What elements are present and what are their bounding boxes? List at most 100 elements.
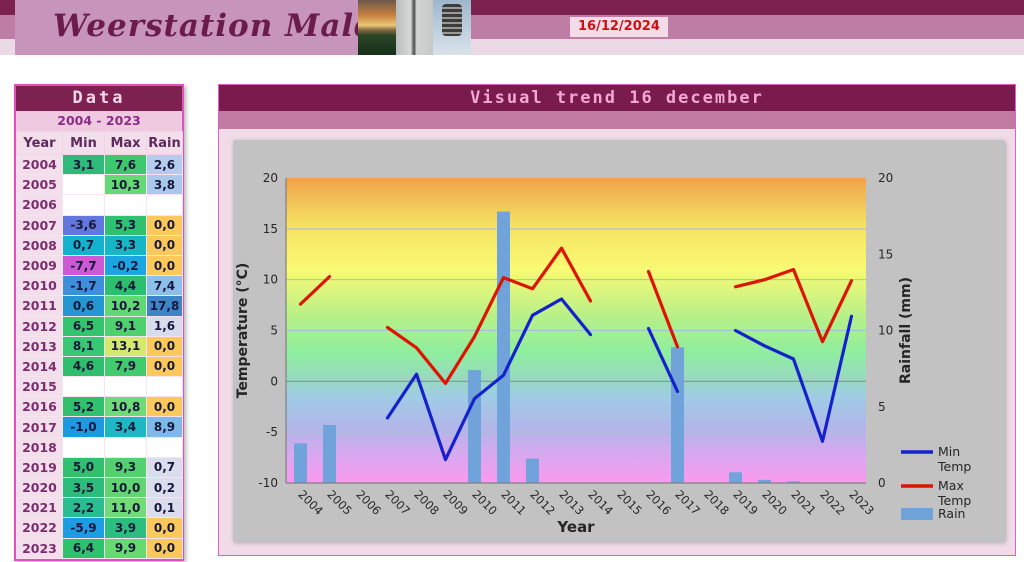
year-cell: 2022 [16, 517, 63, 539]
header-left-stripe [0, 0, 15, 55]
x-tick-label: 2009 [440, 487, 471, 518]
min-temp-cell: 3,5 [62, 476, 105, 499]
legend-swatch [901, 508, 933, 520]
x-tick-label: 2019 [730, 487, 761, 518]
legend-label: Max [938, 478, 964, 493]
left-tick-label: 15 [263, 222, 278, 236]
min-temp-cell: 8,1 [62, 335, 105, 357]
year-cell: 2013 [16, 335, 63, 357]
header-bands: 16/12/2024 [471, 0, 1024, 55]
table-row: 2010 -1,7 4,4 7,4 [16, 275, 183, 297]
max-temp-cell: 3,3 [104, 234, 147, 256]
max-temp-cell: 10,0 [104, 476, 147, 499]
min-temp-line [385, 297, 854, 462]
min-temp-cell: 0,7 [62, 234, 105, 256]
year-cell: 2010 [16, 275, 63, 297]
table-row: 2007 -3,6 5,3 0,0 [16, 214, 183, 236]
rain-cell: 3,8 [146, 174, 183, 196]
min-temp-cell: 2,2 [62, 497, 105, 519]
table-row: 2005 10,3 3,8 [16, 174, 183, 196]
x-tick-label: 2006 [353, 487, 384, 518]
rain-cell: 0,0 [146, 537, 183, 559]
min-temp-cell: -7,7 [62, 254, 105, 277]
left-tick-label: 10 [263, 273, 278, 287]
year-cell: 2018 [16, 436, 63, 458]
left-tick-label: -5 [266, 425, 278, 439]
max-temp-cell: 10,2 [104, 295, 147, 317]
table-header-row: Year Min Max Rain [16, 131, 183, 155]
legend-label: Min [938, 444, 960, 459]
rain-cell: 7,4 [146, 275, 183, 297]
rain-cell: 0,0 [146, 254, 183, 277]
header-photos [358, 0, 471, 55]
max-temp-cell [104, 194, 147, 216]
table-row: 2015 [16, 376, 183, 398]
right-tick-label: 10 [878, 324, 893, 338]
photo-sunset [358, 0, 396, 55]
x-tick-label: 2016 [643, 487, 674, 518]
rain-cell: 0,0 [146, 335, 183, 357]
rain-cell [146, 436, 183, 458]
x-tick-label: 2020 [759, 487, 790, 518]
max-temp-cell: -0,2 [104, 254, 147, 277]
legend-label: Temp [937, 493, 971, 508]
rain-bar [294, 443, 307, 483]
year-cell: 2006 [16, 194, 63, 216]
table-row: 2021 2,2 11,0 0,1 [16, 497, 183, 519]
min-temp-cell: -5,9 [62, 517, 105, 539]
x-tick-label: 2023 [846, 487, 877, 518]
chart-title-band [219, 111, 1015, 129]
rain-cell: 0,0 [146, 396, 183, 418]
min-temp-cell: -1,0 [62, 416, 105, 438]
rain-cell: 0,0 [146, 355, 183, 378]
table-row: 2009 -7,7 -0,2 0,0 [16, 254, 183, 277]
year-cell: 2011 [16, 295, 63, 317]
x-tick-label: 2010 [469, 487, 500, 518]
column-header-rain: Rain [146, 131, 183, 155]
rain-bar [497, 211, 510, 484]
rain-cell: 0,0 [146, 214, 183, 236]
left-tick-label: 0 [270, 374, 278, 388]
x-tick-label: 2012 [527, 487, 558, 518]
right-tick-label: 15 [878, 247, 893, 261]
min-temp-cell: 5,2 [62, 396, 105, 418]
min-temp-cell: 3,1 [62, 153, 105, 176]
table-row: 2023 6,4 9,9 0,0 [16, 537, 183, 559]
x-tick-label: 2017 [672, 487, 703, 518]
legend-label: Temp [937, 459, 971, 474]
x-tick-label: 2011 [498, 487, 529, 518]
rain-bar [787, 481, 800, 483]
max-temp-cell [104, 436, 147, 458]
column-header-max: Max [104, 131, 147, 155]
table-row: 2016 5,2 10,8 0,0 [16, 396, 183, 418]
rain-bar [468, 370, 481, 483]
rain-cell [146, 376, 183, 398]
rain-cell: 2,6 [146, 153, 183, 176]
x-tick-label: 2018 [701, 487, 732, 518]
min-temp-cell [62, 436, 105, 458]
rain-bar [758, 479, 771, 483]
table-row: 2022 -5,9 3,9 0,0 [16, 517, 183, 539]
year-cell: 2016 [16, 396, 63, 418]
min-temp-cell [62, 376, 105, 398]
rain-bar [729, 472, 742, 483]
chart-title: Visual trend 16 december [219, 85, 1015, 111]
x-tick-label: 2022 [817, 487, 848, 518]
current-date: 16/12/2024 [570, 17, 668, 37]
chart-area: -10 -5 0 5 10 15 20 0 5 10 15 20 2004 2005 2006 2007 200… [233, 140, 1005, 542]
max-temp-cell: 9,3 [104, 456, 147, 479]
table-row: 2014 4,6 7,9 0,0 [16, 355, 183, 378]
x-tick-label: 2021 [788, 487, 819, 518]
x-tick-label: 2013 [556, 487, 587, 518]
table-row: 2019 5,0 9,3 0,7 [16, 456, 183, 479]
max-temp-cell: 3,4 [104, 416, 147, 438]
weather-data-table: Year Min Max Rain 2004 3,1 7,6 2,6 2005 10,3 3… [16, 131, 183, 559]
max-temp-cell [104, 376, 147, 398]
table-row: 2012 6,5 9,1 1,6 [16, 315, 183, 337]
year-cell: 2004 [16, 153, 63, 176]
rain-cell: 0,0 [146, 234, 183, 256]
trend-chart: -10-505101520051015202004200520062007200… [235, 171, 971, 536]
table-year-range: 2004 - 2023 [16, 111, 182, 131]
year-cell: 2014 [16, 355, 63, 378]
photo-radiation-shield [433, 0, 471, 55]
